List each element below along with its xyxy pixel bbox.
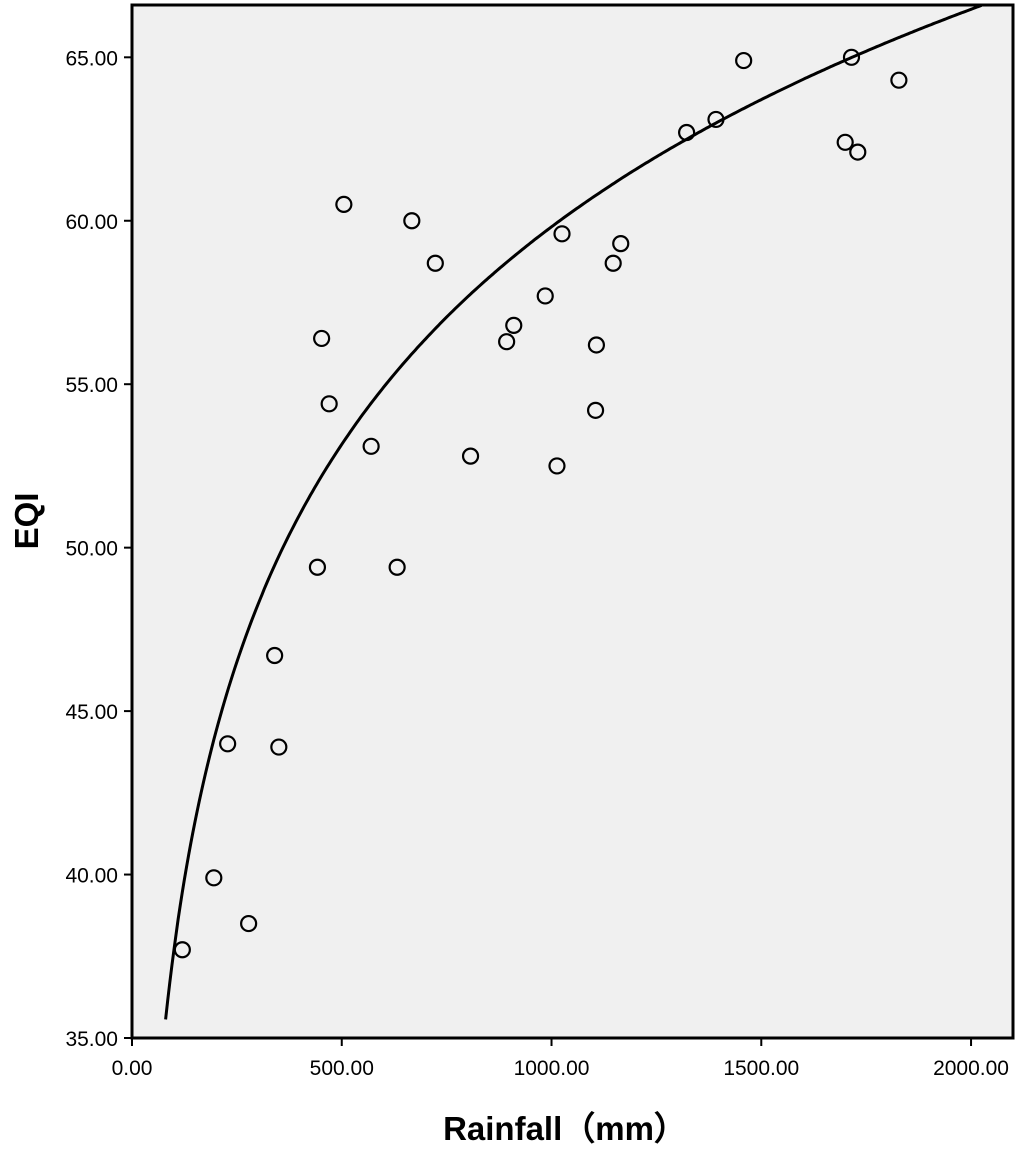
data-point [707, 110, 725, 129]
data-point [308, 558, 327, 576]
data-point [498, 333, 516, 351]
x-tick-label: 2000.00 [933, 1057, 1009, 1080]
y-tick-label: 50.00 [65, 538, 118, 561]
data-point [362, 437, 380, 455]
y-tick-label: 60.00 [65, 211, 118, 234]
data-point [205, 869, 223, 887]
plot-area [130, 3, 1015, 1040]
x-tick-label: 1000.00 [514, 1057, 590, 1080]
y-tick-label: 65.00 [65, 47, 118, 70]
data-point [388, 558, 406, 576]
y-tick-label: 35.00 [65, 1028, 118, 1051]
data-point [270, 738, 288, 756]
data-point [313, 329, 331, 348]
data-point [461, 447, 480, 465]
data-point [612, 235, 630, 253]
data-point [735, 51, 753, 70]
data-point [842, 48, 861, 66]
data-point [335, 195, 353, 214]
data-point [849, 143, 867, 161]
data-point [836, 133, 854, 151]
y-tick-label: 45.00 [65, 701, 118, 724]
data-point [586, 401, 605, 419]
data-point [320, 395, 338, 413]
x-axis-ticks: 0.00 500.00 1000.00 1500.00 2000.00 [112, 1038, 1009, 1080]
data-point [426, 254, 444, 272]
x-tick-label: 1500.00 [723, 1057, 799, 1080]
data-point [678, 123, 696, 142]
y-tick-label: 55.00 [65, 374, 118, 397]
data-point [587, 336, 606, 354]
data-point [266, 646, 284, 665]
data-point [536, 287, 554, 305]
data-point [505, 316, 523, 334]
data-point [890, 71, 908, 89]
data-point [173, 941, 191, 959]
data-point [219, 735, 237, 753]
x-tick-label: 500.00 [310, 1057, 374, 1080]
data-point [604, 254, 622, 272]
data-point [240, 914, 258, 933]
y-axis-ticks: 35.00 40.00 45.00 50.00 55.00 60.00 65.00 [65, 47, 132, 1051]
y-axis-title: EQI [8, 493, 45, 550]
data-point [548, 457, 566, 475]
y-tick-label: 40.00 [65, 865, 118, 888]
data-points [173, 48, 908, 959]
x-tick-label: 0.00 [112, 1057, 153, 1080]
data-point [403, 212, 421, 230]
x-axis-title: Rainfall（mm） [443, 1110, 687, 1147]
data-point [553, 225, 571, 243]
